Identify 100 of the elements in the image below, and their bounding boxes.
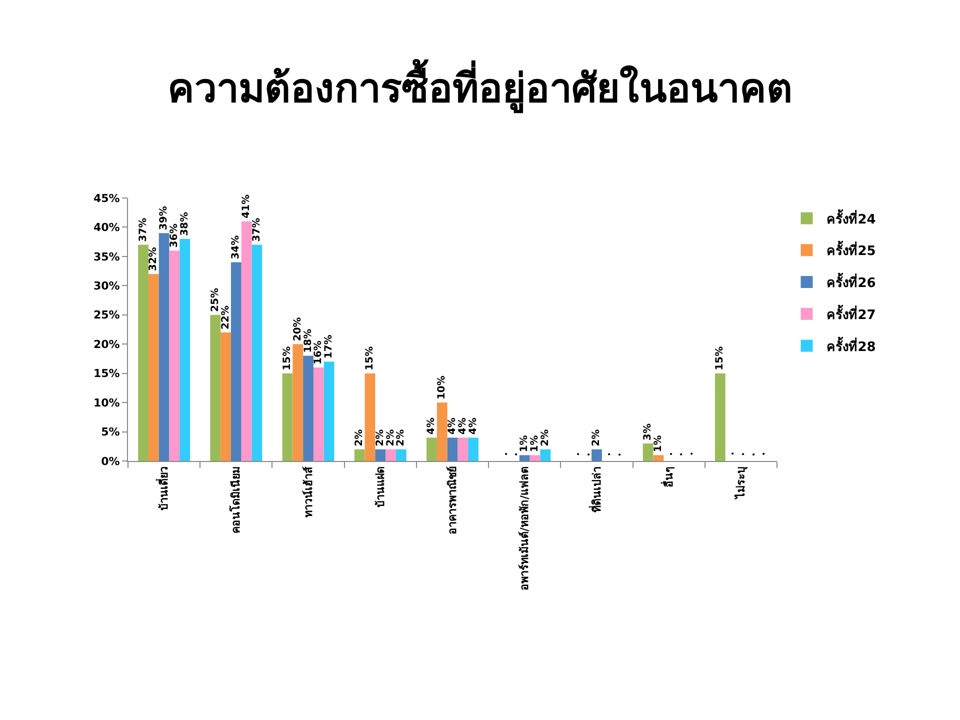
bar — [592, 449, 602, 461]
text: . — [746, 452, 758, 456]
data-label: 38% — [179, 212, 190, 236]
bar — [252, 244, 262, 461]
data-label: 15% — [714, 346, 726, 370]
y-tick-label: 0% — [101, 454, 120, 468]
data-label: 2% — [396, 429, 407, 446]
data-label: 1% — [652, 435, 664, 452]
bar — [303, 356, 314, 461]
text: . — [570, 452, 582, 456]
bar — [292, 344, 304, 461]
x-tick-label: บ้านแฝด — [374, 466, 387, 508]
bar — [158, 233, 170, 461]
data-label: 15% — [364, 346, 376, 370]
x-tick-label: ทาวน์เฮ้าส์ — [302, 466, 315, 518]
data-label: 34% — [230, 235, 242, 260]
legend-label: ครั้งที่27 — [826, 304, 876, 323]
bar — [375, 449, 386, 461]
x-tick-label: ที่ดินเปล่า — [588, 466, 604, 512]
data-label: 3% — [642, 423, 654, 440]
x-tick-label: อื่นๆ — [660, 466, 676, 488]
data-label: 1% — [519, 435, 530, 452]
bar — [426, 438, 437, 461]
data-label: 22% — [220, 305, 232, 330]
bar — [642, 443, 654, 461]
text: . — [602, 452, 614, 456]
data-label: 37% — [251, 218, 262, 242]
data-label: 10% — [436, 376, 448, 400]
bar — [519, 455, 530, 461]
x-tick-label: อาคารพาณิชย์ — [446, 466, 460, 534]
bar — [148, 274, 159, 461]
data-label: 39% — [158, 206, 170, 230]
text: . — [726, 452, 737, 456]
x-tick-label: อพาร์ทเม้นต์/หอพัก/แฟลต — [518, 466, 532, 590]
bar — [220, 332, 231, 461]
data-label: 2% — [591, 429, 602, 446]
text: . — [756, 452, 768, 456]
y-tick-label: 20% — [93, 338, 120, 351]
data-label: 37% — [138, 218, 149, 242]
chart-title: ความต้องการซื้อที่อยู่อาศัยในอนาคต — [168, 59, 792, 113]
data-label: 15% — [282, 346, 294, 370]
text: . — [684, 452, 696, 456]
data-label: 4% — [447, 418, 458, 435]
text: . — [498, 452, 510, 456]
bar — [447, 438, 458, 461]
bar — [530, 455, 540, 461]
bar — [169, 250, 180, 461]
data-label: 41% — [241, 194, 252, 218]
data-label: 18% — [302, 328, 314, 353]
bar — [396, 449, 406, 461]
text: . — [664, 452, 675, 456]
data-label: 2% — [374, 429, 386, 446]
bar — [241, 221, 252, 461]
legend-label: ครั้งที่25 — [826, 240, 876, 260]
bar — [436, 402, 448, 461]
bar — [354, 449, 365, 461]
data-label: 20% — [292, 317, 304, 342]
bar — [313, 367, 324, 461]
bar — [714, 373, 726, 461]
x-tick-label: คอนโดมิเนียม — [228, 466, 243, 534]
bar — [468, 438, 478, 461]
data-label: 17% — [324, 334, 335, 359]
bar — [653, 455, 664, 461]
y-tick-label: 40% — [93, 221, 120, 234]
bar — [210, 314, 221, 461]
data-label: 1% — [529, 435, 540, 452]
data-label: 36% — [168, 224, 180, 248]
legend-label: ครั้งที่28 — [826, 336, 876, 355]
y-tick-label: 45% — [93, 192, 120, 205]
legend-label: ครั้งที่24 — [826, 208, 876, 228]
legend-label: ครั้งที่26 — [826, 272, 876, 292]
text: . — [509, 452, 520, 456]
data-label: 2% — [540, 429, 551, 446]
bar — [324, 362, 334, 461]
data-label: 4% — [426, 418, 438, 435]
data-label: 2% — [354, 429, 366, 446]
data-label: 16% — [313, 340, 324, 364]
bar — [138, 244, 148, 461]
text: . — [736, 452, 747, 456]
text: . — [581, 452, 592, 456]
y-tick-label: 10% — [93, 396, 120, 410]
bar — [458, 438, 468, 461]
x-tick-label: บ้านเดี่ยว — [156, 466, 171, 510]
y-tick-label: 30% — [93, 280, 120, 293]
bar — [364, 373, 376, 461]
data-label: 4% — [457, 418, 468, 435]
data-label: 32% — [148, 247, 160, 271]
data-label: 25% — [210, 288, 221, 312]
bar — [180, 238, 190, 461]
y-tick-label: 35% — [93, 250, 120, 264]
y-tick-label: 25% — [93, 308, 120, 322]
bar — [282, 373, 293, 461]
text: . — [674, 452, 686, 456]
x-tick-label: ไม่ระบุ — [734, 466, 749, 500]
data-label: 2% — [385, 429, 396, 446]
bar — [540, 449, 551, 461]
bar — [386, 449, 396, 461]
bar — [230, 262, 242, 461]
text: . — [612, 452, 624, 456]
y-tick-label: 5% — [101, 426, 120, 439]
